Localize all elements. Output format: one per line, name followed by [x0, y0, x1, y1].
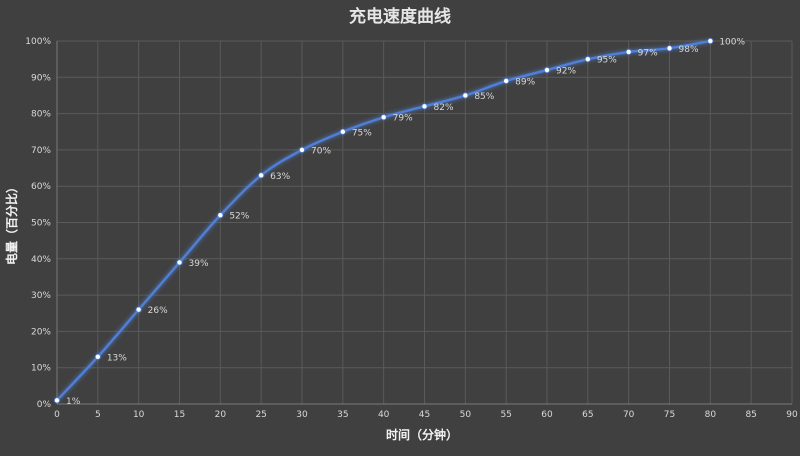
data-label: 85% [474, 92, 494, 102]
data-label: 92% [556, 67, 576, 77]
data-point [339, 128, 346, 135]
data-point [176, 259, 183, 266]
x-tick-label: 70 [623, 410, 635, 420]
data-point [421, 103, 428, 110]
x-tick-label: 60 [541, 410, 553, 420]
x-tick-label: 75 [664, 410, 675, 420]
x-tick-label: 85 [745, 410, 756, 420]
y-tick-label: 50% [31, 219, 51, 229]
data-point [462, 92, 469, 99]
y-tick-label: 60% [31, 182, 51, 192]
y-tick-label: 10% [31, 364, 51, 374]
data-label: 95% [597, 56, 617, 66]
x-tick-label: 40 [378, 410, 390, 420]
data-label: 70% [311, 146, 331, 156]
y-tick-label: 90% [31, 73, 51, 83]
y-tick-label: 40% [31, 255, 51, 265]
data-point [503, 77, 510, 84]
data-label: 52% [229, 212, 249, 222]
x-tick-label: 90 [786, 410, 798, 420]
x-tick-label: 5 [95, 410, 101, 420]
x-tick-label: 50 [460, 410, 472, 420]
data-label: 63% [270, 172, 290, 182]
data-labels: 1% 13% 26% 39% 52% 63% 70% 75% 79% 82% 85% 89% 92% 95… [66, 38, 746, 407]
data-label: 82% [434, 103, 454, 113]
data-label: 89% [515, 77, 535, 87]
x-tick-label: 35 [337, 410, 348, 420]
data-label: 39% [189, 259, 209, 269]
data-point [707, 38, 714, 45]
data-label: 100% [719, 38, 745, 48]
data-point [544, 67, 551, 74]
data-label: 1% [66, 397, 81, 407]
data-label: 98% [679, 45, 699, 55]
y-tick-label: 20% [31, 327, 51, 337]
x-tick-label: 80 [705, 410, 717, 420]
data-point [94, 353, 101, 360]
data-point [258, 172, 265, 179]
x-axis-title: 时间（分钟） [386, 427, 458, 442]
data-point [380, 114, 387, 121]
data-point [135, 306, 142, 313]
data-point [584, 56, 591, 63]
x-tick-label: 30 [296, 410, 308, 420]
chart-title: 充电速度曲线 [349, 6, 451, 27]
data-label: 97% [638, 48, 658, 58]
x-tick-label: 15 [174, 410, 185, 420]
data-label: 13% [107, 353, 127, 363]
data-point [625, 48, 632, 55]
y-tick-label: 80% [31, 110, 51, 120]
gridlines [57, 40, 793, 404]
y-tick-label: 30% [31, 291, 51, 301]
data-point [217, 212, 224, 219]
x-tick-label: 10 [133, 410, 145, 420]
x-tick-label: 55 [500, 410, 511, 420]
y-tick-label: 100% [25, 37, 51, 47]
x-tick-label: 0 [54, 410, 60, 420]
data-point [54, 397, 61, 404]
data-label: 26% [148, 306, 168, 316]
data-label: 75% [352, 128, 372, 138]
series-layer [54, 38, 714, 404]
data-label: 79% [393, 114, 413, 124]
axes: 0% 10% 20% 30% 40% 50% 60% 70% 80% 90% 100% 0 5 10 15 2… [25, 37, 798, 420]
x-tick-label: 25 [255, 410, 266, 420]
y-axis-title: 电量（百分比） [4, 181, 19, 265]
x-tick-label: 20 [215, 410, 227, 420]
data-point [298, 146, 305, 153]
y-tick-label: 70% [31, 146, 51, 156]
y-tick-label: 0% [37, 400, 52, 410]
x-tick-label: 65 [582, 410, 593, 420]
x-tick-label: 45 [419, 410, 430, 420]
data-point [666, 45, 673, 52]
